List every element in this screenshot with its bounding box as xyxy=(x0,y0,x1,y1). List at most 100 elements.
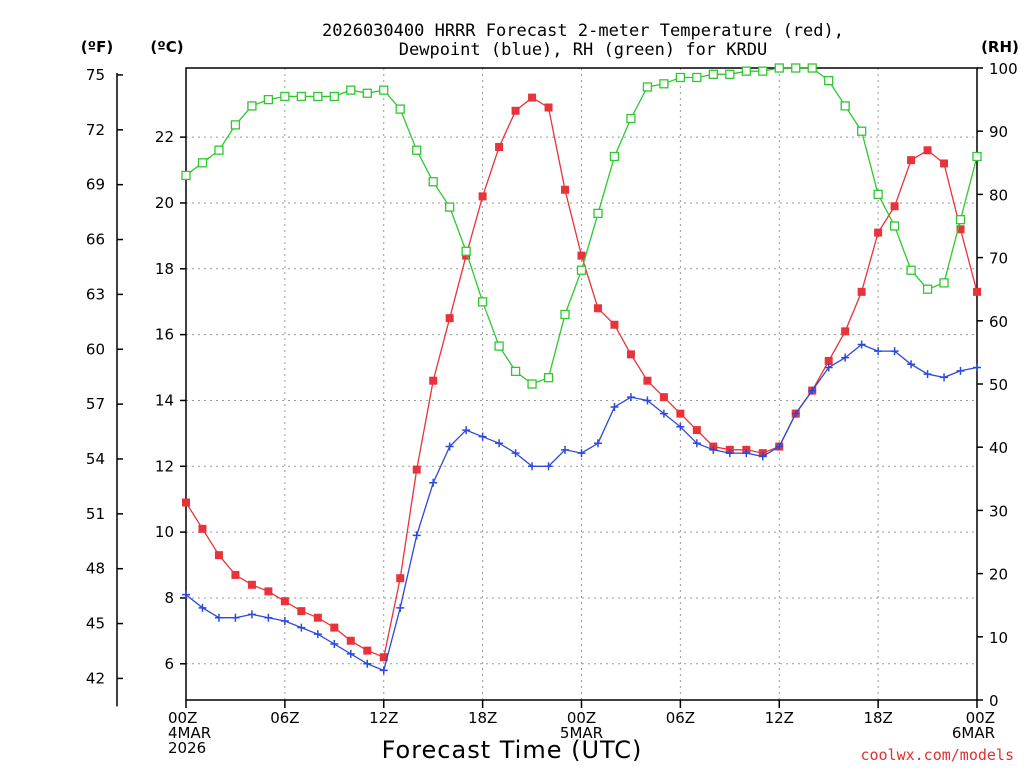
dewpoint-point xyxy=(940,373,949,382)
axes xyxy=(116,67,983,708)
rh-point xyxy=(560,309,570,320)
rh-point xyxy=(741,66,751,76)
temperature-point xyxy=(313,613,322,622)
rh-point xyxy=(972,151,982,162)
dewpoint-point xyxy=(330,640,339,649)
rh-point xyxy=(840,101,850,111)
fahrenheit-tick-label: 45 xyxy=(86,615,105,633)
rh-point xyxy=(379,85,389,95)
fahrenheit-unit-label: (ºF) xyxy=(81,38,113,56)
rh-point xyxy=(395,104,405,114)
rh-point xyxy=(791,63,801,73)
dewpoint-point xyxy=(874,347,883,356)
dewpoint-point xyxy=(379,666,388,675)
celsius-tick-label: 10 xyxy=(155,523,174,541)
dewpoint-point xyxy=(659,409,668,418)
temperature-point xyxy=(643,376,652,385)
celsius-tick-label: 22 xyxy=(155,128,174,146)
rh-point xyxy=(807,63,817,73)
data-series xyxy=(181,63,982,675)
dewpoint-point xyxy=(808,386,817,395)
rh-point xyxy=(247,101,257,111)
temperature-point xyxy=(857,287,866,296)
x-tick-label: 2026 xyxy=(168,739,206,757)
rh-point xyxy=(494,341,504,351)
temperature-point xyxy=(297,607,306,616)
dewpoint-point xyxy=(528,462,537,471)
rh-point xyxy=(461,246,471,256)
rh-point xyxy=(593,208,603,219)
x-tick-label: 00Z xyxy=(966,709,995,727)
dewpoint-point xyxy=(857,340,866,349)
rh-point xyxy=(824,75,834,86)
rh-point xyxy=(280,91,290,102)
rh-point xyxy=(296,91,307,102)
dewpoint-point xyxy=(643,396,652,405)
celsius-tick-label: 12 xyxy=(155,457,174,475)
rh-tick-label: 70 xyxy=(989,250,1008,268)
rh-point xyxy=(725,69,735,79)
rh-point xyxy=(642,82,653,92)
dewpoint-point xyxy=(577,449,586,458)
dewpoint-point xyxy=(890,347,899,356)
rh-point xyxy=(758,66,768,76)
dewpoint-point xyxy=(445,442,454,451)
rh-point xyxy=(181,170,191,181)
temperature-point xyxy=(956,225,965,234)
dewpoint-point xyxy=(907,360,916,369)
temperature-point xyxy=(593,304,602,313)
grid-lines xyxy=(186,68,977,700)
rh-point xyxy=(906,265,916,275)
series-rh xyxy=(181,63,982,389)
x-tick-label: 12Z xyxy=(765,709,794,727)
temperature-point xyxy=(874,228,883,237)
rh-point xyxy=(214,145,224,155)
temperature-point xyxy=(676,409,685,418)
temperature-point xyxy=(610,320,619,329)
fahrenheit-tick-label: 69 xyxy=(86,176,105,194)
rh-point xyxy=(659,79,669,89)
temperature-point xyxy=(429,376,438,385)
x-tick-label: 18Z xyxy=(468,709,497,727)
series-dewpoint xyxy=(182,340,981,675)
rh-point xyxy=(708,69,718,79)
rh-point xyxy=(576,265,587,275)
fahrenheit-tick-label: 57 xyxy=(86,395,105,413)
source-credit: coolwx.com/models xyxy=(860,746,1014,764)
dewpoint-point xyxy=(429,478,438,487)
dewpoint-point xyxy=(544,462,553,471)
dewpoint-point xyxy=(758,452,767,461)
dewpoint-point xyxy=(956,366,965,375)
dewpoint-point xyxy=(692,439,701,448)
temperature-point xyxy=(412,465,421,474)
rh-point xyxy=(197,158,208,168)
fahrenheit-tick-label: 66 xyxy=(86,231,105,249)
dewpoint-point xyxy=(478,432,487,441)
rh-tick-label: 60 xyxy=(989,313,1008,331)
x-tick-label: 00Z xyxy=(168,709,197,727)
x-tick-label: 4MAR xyxy=(168,724,211,742)
rh-tick-label: 20 xyxy=(989,566,1008,584)
rh-point xyxy=(346,85,356,95)
fahrenheit-tick-label: 51 xyxy=(86,505,105,523)
celsius-tick-label: 8 xyxy=(164,589,174,607)
temperature-point xyxy=(561,185,570,194)
dewpoint-point xyxy=(725,449,734,458)
temperature-point xyxy=(247,580,256,589)
dewpoint-point xyxy=(923,370,932,379)
dewpoint-point xyxy=(561,445,570,454)
temperature-point xyxy=(478,192,487,201)
x-tick-label: 5MAR xyxy=(560,724,603,742)
temperature-point xyxy=(907,156,916,165)
dewpoint-point xyxy=(511,449,520,458)
chart-title-line-1: 2026030400 HRRR Forecast 2-meter Tempera… xyxy=(322,21,844,41)
rh-point xyxy=(922,284,933,294)
rh-point xyxy=(527,379,537,389)
rh-point xyxy=(329,91,339,102)
temperature-point xyxy=(231,570,240,579)
temperature-point xyxy=(841,327,850,336)
dewpoint-point xyxy=(247,610,256,619)
temperature-point xyxy=(379,653,388,662)
rh-point xyxy=(955,215,966,225)
fahrenheit-tick-label: 42 xyxy=(86,669,105,687)
